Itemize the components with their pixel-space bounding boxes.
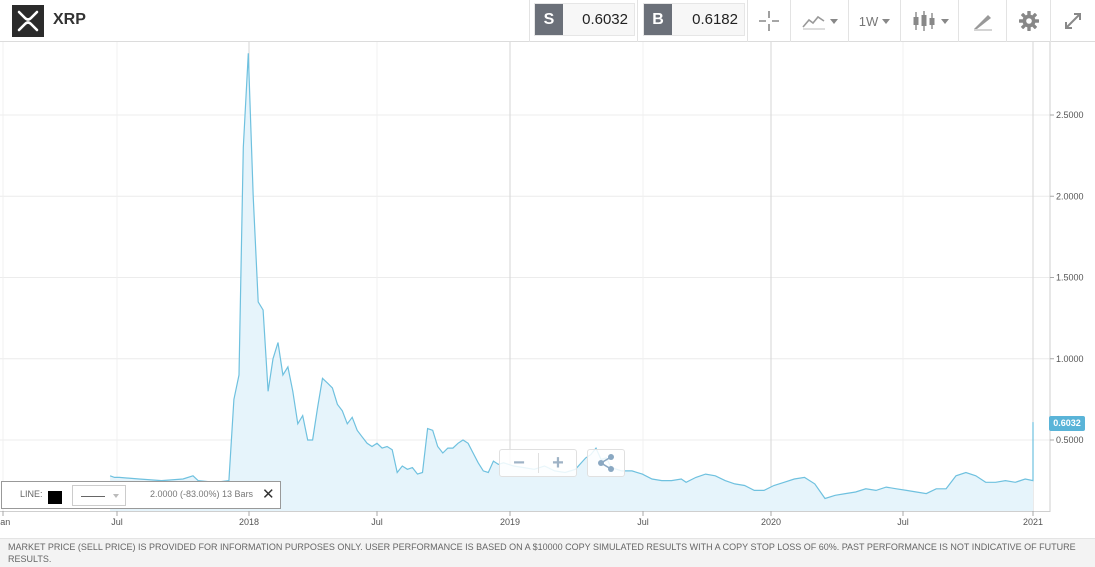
line-style-select[interactable] bbox=[72, 485, 126, 506]
share-button[interactable] bbox=[587, 449, 625, 477]
price-area bbox=[110, 53, 1034, 512]
chevron-down-icon bbox=[882, 18, 891, 24]
y-tick-label: 2.5000 bbox=[1056, 110, 1084, 120]
crosshair-button[interactable] bbox=[747, 0, 790, 42]
gear-icon bbox=[1018, 11, 1039, 31]
buy-price-button[interactable]: B 0.6182 bbox=[643, 3, 745, 36]
xrp-logo-icon bbox=[12, 5, 44, 37]
price-chart[interactable]: 2.5000 2.0000 1.5000 1.0000 0.5000 Jan Jul 201… bbox=[0, 42, 1095, 538]
price-line bbox=[109, 53, 1034, 500]
x-tick-label: 2021 bbox=[1023, 517, 1043, 527]
candlestick-icon bbox=[913, 11, 934, 31]
draw-tool-button[interactable] bbox=[958, 0, 1006, 42]
y-tick-label: 1.0000 bbox=[1056, 354, 1084, 364]
x-tick-label: Jul bbox=[897, 517, 909, 527]
sell-tag: S bbox=[535, 4, 563, 35]
line-chart-icon bbox=[801, 15, 825, 30]
line-color-swatch[interactable] bbox=[48, 491, 62, 504]
x-tick-label: Jul bbox=[637, 517, 649, 527]
x-tick-label: 2018 bbox=[239, 517, 259, 527]
buy-price: 0.6182 bbox=[692, 11, 738, 28]
y-tick-label: 2.0000 bbox=[1056, 191, 1084, 201]
chevron-down-icon bbox=[829, 18, 838, 24]
x-tick-label: Jul bbox=[111, 517, 123, 527]
toolbar: XRP S 0.6032 B 0.6182 1W bbox=[0, 0, 1095, 42]
y-tick-label: 1.5000 bbox=[1056, 273, 1084, 283]
zoom-controls: − + bbox=[499, 449, 577, 477]
sell-price-button[interactable]: S 0.6032 bbox=[534, 3, 635, 36]
candles-button[interactable] bbox=[900, 0, 958, 42]
line-tool-stats: 2.0000 (-83.00%) 13 Bars bbox=[150, 489, 254, 499]
expand-icon bbox=[1065, 13, 1081, 29]
x-tick-label: Jan bbox=[0, 517, 10, 527]
line-tool-panel: LINE: 2.0000 (-83.00%) 13 Bars ✕ bbox=[1, 481, 281, 509]
chevron-down-icon bbox=[113, 494, 119, 498]
buy-price-group: B 0.6182 bbox=[637, 0, 747, 42]
sell-price-group: S 0.6032 bbox=[529, 0, 637, 42]
timeframe-selector[interactable]: 1W bbox=[848, 0, 900, 42]
instrument-symbol: XRP bbox=[53, 11, 86, 28]
crosshair-icon bbox=[759, 11, 779, 31]
line-style-preview bbox=[81, 496, 105, 497]
last-price-badge: 0.6032 bbox=[1049, 416, 1085, 431]
x-tick-label: 2019 bbox=[500, 517, 520, 527]
disclaimer-text: MARKET PRICE (SELL PRICE) IS PROVIDED FO… bbox=[0, 538, 1095, 567]
zoom-in-button[interactable]: + bbox=[552, 452, 564, 474]
x-tick-label: Jul bbox=[371, 517, 383, 527]
sell-price: 0.6032 bbox=[582, 11, 628, 28]
zoom-out-button[interactable]: − bbox=[513, 452, 525, 474]
share-icon bbox=[598, 454, 614, 472]
chevron-down-icon bbox=[940, 18, 949, 24]
close-icon[interactable]: ✕ bbox=[262, 486, 275, 503]
y-tick-label: 0.5000 bbox=[1056, 435, 1084, 445]
draw-tool-icon bbox=[973, 15, 992, 31]
timeframe-label: 1W bbox=[858, 13, 879, 29]
expand-button[interactable] bbox=[1050, 0, 1095, 42]
buy-tag: B bbox=[644, 4, 672, 35]
chart-type-button[interactable] bbox=[790, 0, 848, 42]
x-tick-label: 2020 bbox=[761, 517, 781, 527]
settings-button[interactable] bbox=[1006, 0, 1050, 42]
line-tool-label: LINE: bbox=[20, 489, 43, 499]
